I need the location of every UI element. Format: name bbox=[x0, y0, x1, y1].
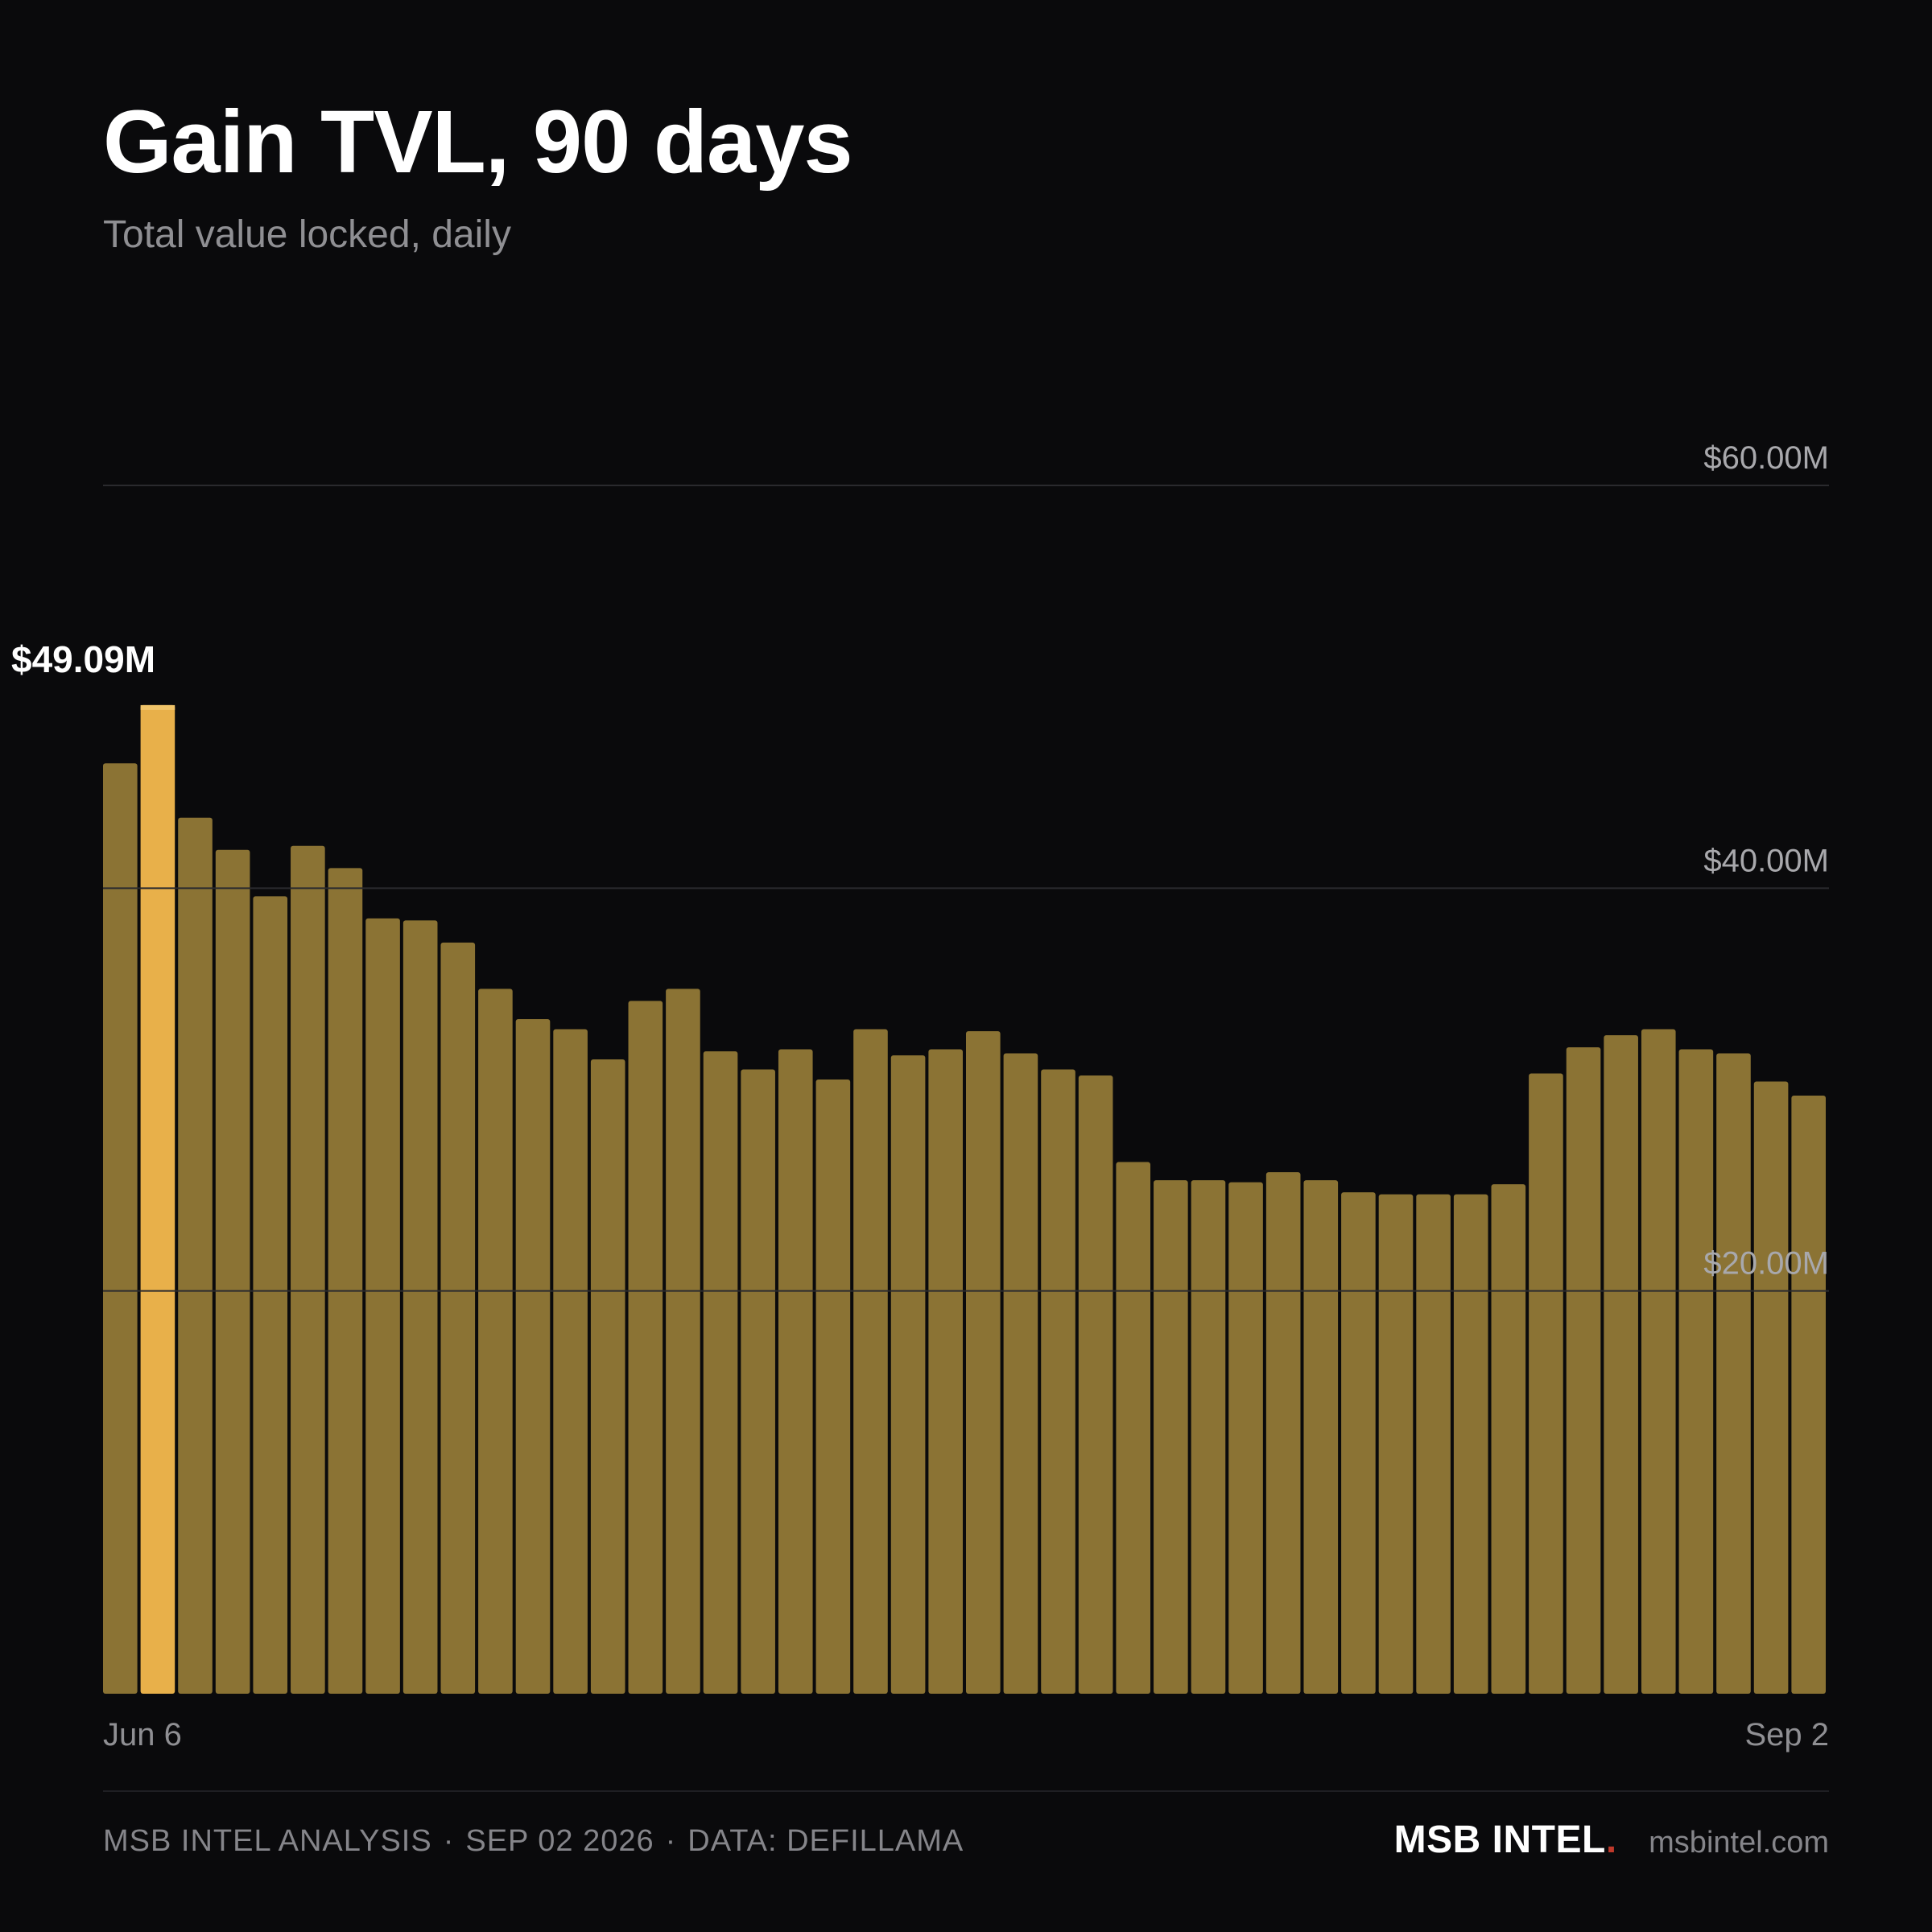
bar bbox=[1491, 1184, 1526, 1694]
bar bbox=[103, 763, 138, 1694]
bar bbox=[890, 1055, 926, 1694]
page-subtitle: Total value locked, daily bbox=[103, 213, 511, 256]
bar bbox=[1604, 1034, 1638, 1694]
bar bbox=[1716, 1053, 1751, 1694]
bar bbox=[1753, 1081, 1789, 1694]
bar bbox=[966, 1030, 1001, 1694]
bar bbox=[440, 942, 476, 1694]
footer-credits: MSB INTEL ANALYSIS · SEP 02 2026 · DATA: DEF… bbox=[103, 1826, 964, 1856]
bar bbox=[703, 1051, 738, 1694]
y-tick-label: $40.00M bbox=[1703, 843, 1829, 878]
bar bbox=[1678, 1049, 1714, 1694]
bar bbox=[1378, 1194, 1414, 1694]
bar-highlight bbox=[140, 704, 175, 1695]
bar bbox=[328, 868, 363, 1694]
bar bbox=[215, 849, 250, 1694]
bar bbox=[253, 896, 288, 1694]
bar bbox=[178, 817, 213, 1694]
footer-divider bbox=[103, 1790, 1829, 1792]
bar bbox=[1041, 1069, 1075, 1694]
bar bbox=[928, 1049, 963, 1694]
bar bbox=[1116, 1162, 1151, 1694]
brand-dot: . bbox=[1605, 1818, 1617, 1861]
bar bbox=[666, 989, 700, 1694]
bar bbox=[1303, 1180, 1339, 1694]
bar bbox=[1191, 1180, 1226, 1694]
bar bbox=[1078, 1075, 1113, 1694]
bar bbox=[815, 1079, 851, 1694]
bar bbox=[365, 918, 400, 1694]
bar bbox=[1453, 1194, 1488, 1694]
bar bbox=[515, 1018, 551, 1694]
bar bbox=[1228, 1182, 1263, 1694]
brand-logo: MSB INTEL bbox=[1393, 1818, 1606, 1861]
page-title: Gain TVL, 90 days bbox=[103, 93, 853, 192]
footer-brand: MSB INTEL. msbintel.com bbox=[1394, 1818, 1829, 1862]
bar bbox=[778, 1049, 813, 1694]
footer-date: SEP 02 2026 bbox=[465, 1824, 654, 1858]
bar bbox=[402, 920, 438, 1694]
bar bbox=[1003, 1053, 1038, 1694]
footer-analysis: MSB INTEL ANALYSIS bbox=[103, 1824, 432, 1858]
bar bbox=[590, 1059, 625, 1694]
bar bbox=[478, 989, 513, 1694]
bar bbox=[1265, 1172, 1301, 1694]
footer-separator: · bbox=[443, 1824, 455, 1858]
highlight-value-label: $49.09M bbox=[11, 638, 155, 680]
bar bbox=[1416, 1194, 1451, 1694]
bar-highlight-cap bbox=[140, 704, 175, 710]
bar bbox=[853, 1029, 888, 1694]
bar-chart: $49.09M $20.00M $40.00M $60.00M Jun 6 Sep 2 bbox=[11, 440, 1829, 1752]
y-tick-label: $60.00M bbox=[1703, 440, 1829, 476]
footer-separator: · bbox=[665, 1824, 677, 1858]
bar bbox=[1154, 1180, 1188, 1694]
site-link[interactable]: msbintel.com bbox=[1649, 1826, 1829, 1860]
bar bbox=[628, 1001, 663, 1694]
bar bbox=[741, 1069, 775, 1694]
x-start-label: Jun 6 bbox=[103, 1717, 182, 1752]
bar bbox=[1341, 1192, 1376, 1694]
bar bbox=[1566, 1046, 1601, 1694]
y-tick-label: $20.00M bbox=[1703, 1246, 1829, 1282]
bar bbox=[1641, 1029, 1676, 1694]
footer-source: DATA: DEFILLAMA bbox=[687, 1824, 964, 1858]
bar bbox=[1791, 1096, 1826, 1694]
bar bbox=[1529, 1073, 1563, 1694]
bar bbox=[553, 1029, 588, 1694]
bar bbox=[291, 845, 325, 1694]
x-end-label: Sep 2 bbox=[1744, 1717, 1829, 1752]
